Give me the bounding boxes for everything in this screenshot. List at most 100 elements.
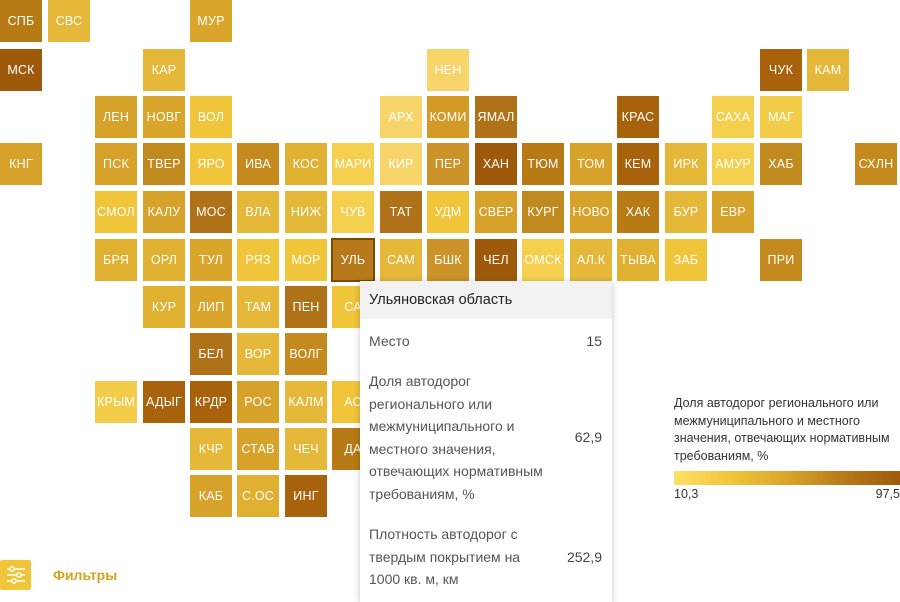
region-tile[interactable]: СХЛН <box>855 143 897 185</box>
region-tile[interactable]: ВЛА <box>237 191 279 233</box>
tooltip-title: Ульяновская область <box>360 281 612 319</box>
region-tile[interactable]: С.ОС <box>237 475 279 517</box>
region-tile[interactable]: ТУЛ <box>190 239 232 281</box>
region-tile[interactable]: ИВА <box>237 143 279 185</box>
region-tile[interactable]: БУР <box>665 191 707 233</box>
region-tile[interactable]: САМ <box>380 239 422 281</box>
tooltip-value: 62,9 <box>574 429 602 446</box>
region-tile[interactable]: АРХ <box>380 96 422 138</box>
legend-max: 97,5 <box>875 487 900 501</box>
legend-title: Доля автодорог регионального или межмуни… <box>674 396 890 463</box>
region-tile[interactable]: НИЖ <box>285 191 327 233</box>
region-tile[interactable]: КРАС <box>617 96 659 138</box>
region-tile[interactable]: КАЛУ <box>143 191 185 233</box>
region-tile[interactable]: ЛИП <box>190 286 232 328</box>
tooltip-label: Доля автодорог регионального или межмуни… <box>369 373 543 502</box>
region-tile[interactable]: ЧУВ <box>332 191 374 233</box>
region-tile[interactable]: БРЯ <box>95 239 137 281</box>
region-tile[interactable]: КРДР <box>190 381 232 423</box>
region-tile[interactable]: СВС <box>48 0 90 42</box>
region-tile[interactable]: МАГ <box>760 96 802 138</box>
region-tile[interactable]: НЕН <box>427 49 469 91</box>
region-tile[interactable]: КУРГ <box>522 191 564 233</box>
region-tile[interactable]: ЧЕЧ <box>285 428 327 470</box>
region-tile[interactable]: ПСК <box>95 143 137 185</box>
region-tile[interactable]: ПЕН <box>285 286 327 328</box>
legend-min: 10,3 <box>674 487 699 501</box>
region-tile[interactable]: КИР <box>380 143 422 185</box>
region-tile[interactable]: СМОЛ <box>95 191 137 233</box>
region-tile[interactable]: ХАК <box>617 191 659 233</box>
region-tile[interactable]: ЯМАЛ <box>475 96 517 138</box>
legend-labels: 10,3 97,5 <box>674 487 900 501</box>
region-tile[interactable]: БЕЛ <box>190 333 232 375</box>
region-tile[interactable]: БШК <box>427 239 469 281</box>
region-tile[interactable]: ОРЛ <box>143 239 185 281</box>
region-tile[interactable]: МУР <box>190 0 232 42</box>
region-tile[interactable]: ПЕР <box>427 143 469 185</box>
region-tile[interactable]: УДМ <box>427 191 469 233</box>
region-tile[interactable]: КНГ <box>0 143 42 185</box>
region-tile[interactable]: МОР <box>285 239 327 281</box>
region-tile[interactable]: ВОЛ <box>190 96 232 138</box>
region-tile[interactable]: СВЕР <box>475 191 517 233</box>
region-tile[interactable]: ХАБ <box>760 143 802 185</box>
region-tile[interactable]: РОС <box>237 381 279 423</box>
region-tile[interactable]: АЛ.К <box>570 239 612 281</box>
region-tile[interactable]: ТОМ <box>570 143 612 185</box>
filters-label[interactable]: Фильтры <box>53 567 118 583</box>
region-tile[interactable]: ЯРО <box>190 143 232 185</box>
legend-gradient <box>674 471 900 485</box>
region-tile[interactable]: СТАВ <box>237 428 279 470</box>
region-tile[interactable]: КАЛМ <box>285 381 327 423</box>
region-tile[interactable]: УЛЬ <box>331 238 375 282</box>
region-tile[interactable]: НОВО <box>570 191 612 233</box>
tooltip-row-density: Плотность автодорог с твердым покрытием … <box>369 523 602 591</box>
tooltip-value: 15 <box>586 333 602 349</box>
region-tooltip: Ульяновская область Место 15 Доля автодо… <box>360 281 612 602</box>
region-tile[interactable]: КРЫМ <box>95 381 137 423</box>
region-tile[interactable]: КАР <box>143 49 185 91</box>
region-tile[interactable]: ЗАБ <box>665 239 707 281</box>
region-tile[interactable]: ТАТ <box>380 191 422 233</box>
region-tile[interactable]: ТЮМ <box>522 143 564 185</box>
region-tile[interactable]: АМУР <box>712 143 754 185</box>
region-tile[interactable]: ХАН <box>475 143 517 185</box>
region-tile[interactable]: КАМ <box>807 49 849 91</box>
region-tile[interactable]: ВОЛГ <box>285 333 327 375</box>
region-tile[interactable]: КЧР <box>190 428 232 470</box>
region-tile[interactable]: ТЫВА <box>617 239 659 281</box>
region-tile[interactable]: ИРК <box>665 143 707 185</box>
color-legend: Доля автодорог регионального или межмуни… <box>674 395 900 501</box>
sliders-icon[interactable] <box>0 560 31 590</box>
tooltip-value: 252,9 <box>566 548 602 565</box>
region-tile[interactable]: КАБ <box>190 475 232 517</box>
tooltip-row-rank: Место 15 <box>369 330 602 353</box>
region-tile[interactable]: ЧЕЛ <box>475 239 517 281</box>
region-tile[interactable]: ОМСК <box>522 239 564 281</box>
region-tile[interactable]: ИНГ <box>285 475 327 517</box>
tooltip-label: Место <box>369 333 410 349</box>
region-tile[interactable]: ЧУК <box>760 49 802 91</box>
region-tile[interactable]: РЯЗ <box>237 239 279 281</box>
tooltip-label: Плотность автодорог с твердым покрытием … <box>369 526 521 587</box>
region-tile[interactable]: МОС <box>190 191 232 233</box>
region-tile[interactable]: КУР <box>143 286 185 328</box>
region-tile[interactable]: КЕМ <box>617 143 659 185</box>
region-tile[interactable]: ТАМ <box>237 286 279 328</box>
region-tile[interactable]: КОМИ <box>427 96 469 138</box>
region-tile[interactable]: ПРИ <box>760 239 802 281</box>
region-tile[interactable]: СПБ <box>0 0 42 42</box>
region-tile[interactable]: САХА <box>712 96 754 138</box>
region-tile[interactable]: ЛЕН <box>95 96 137 138</box>
region-tile[interactable]: МАРИ <box>332 143 374 185</box>
region-tile[interactable]: НОВГ <box>143 96 185 138</box>
tooltip-row-share: Доля автодорог регионального или межмуни… <box>369 370 602 505</box>
region-tile[interactable]: ВОР <box>237 333 279 375</box>
region-tile[interactable]: ЕВР <box>712 191 754 233</box>
region-tile[interactable]: МСК <box>0 49 42 91</box>
region-tile[interactable]: ТВЕР <box>143 143 185 185</box>
filters-button[interactable]: Фильтры <box>0 560 117 590</box>
region-tile[interactable]: КОС <box>285 143 327 185</box>
region-tile[interactable]: АДЫГ <box>143 381 185 423</box>
